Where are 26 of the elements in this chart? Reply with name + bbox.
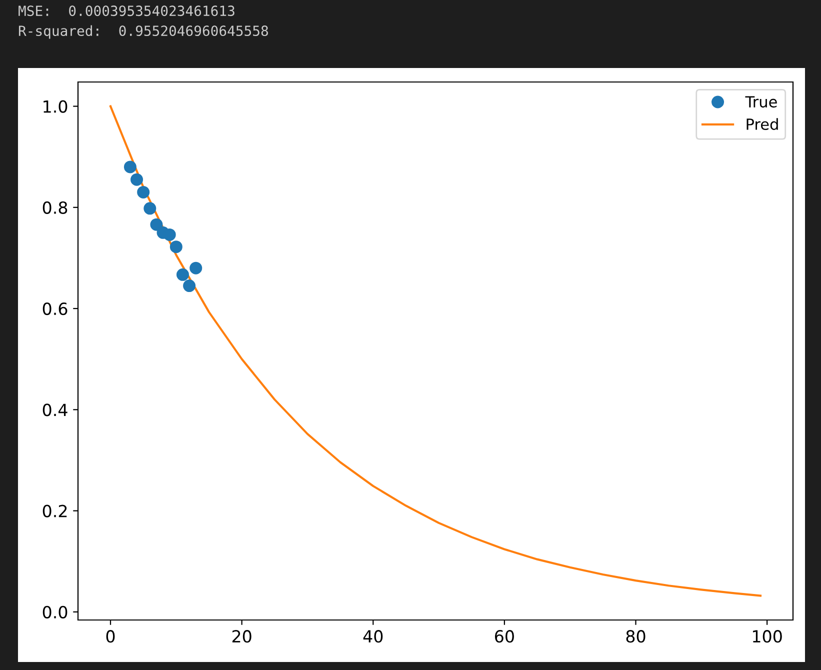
point [150,218,163,231]
point [176,268,189,281]
text: MSE: 0.000395354023461613 [18,6,234,16]
y-tick-label: 1.0 [44,100,68,113]
point [183,280,196,292]
y-tick-label: 0.8 [42,201,68,214]
point [137,186,150,198]
y-tick-label: 0.0 [42,606,68,618]
point [130,173,144,186]
legend-label: True [745,96,777,108]
x-tick-label: 40 [363,630,383,643]
y-tick-label: 0.6 [42,302,68,316]
point [170,240,182,254]
x-tick-label: 60 [495,630,514,643]
x-tick-label: 0 [106,630,115,643]
x-tick-label: 80 [626,630,646,643]
legend-label: Pred [746,118,778,130]
y-tick-label: 0.4 [42,404,68,416]
point [144,202,156,215]
x-tick-label: 20 [232,630,252,643]
point [190,262,202,274]
text: R-squared: 0.9552046960645558 [18,25,268,39]
x-tick-label: 100 [752,630,782,643]
y-tick-label: 0.2 [42,504,67,518]
point [163,228,176,241]
point [124,160,136,174]
